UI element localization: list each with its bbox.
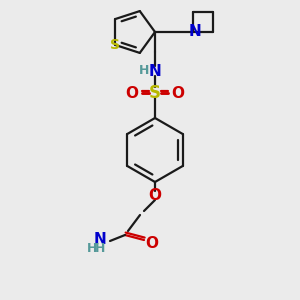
Text: O: O: [148, 188, 161, 202]
Text: O: O: [172, 85, 184, 100]
Text: N: N: [189, 25, 201, 40]
Text: O: O: [146, 236, 158, 251]
Text: S: S: [110, 38, 120, 52]
Text: N: N: [148, 64, 161, 79]
Text: H: H: [139, 64, 149, 77]
Text: N: N: [94, 232, 106, 247]
Text: H: H: [87, 242, 97, 256]
Text: H: H: [95, 242, 105, 256]
Text: O: O: [125, 85, 139, 100]
Text: S: S: [149, 84, 161, 102]
